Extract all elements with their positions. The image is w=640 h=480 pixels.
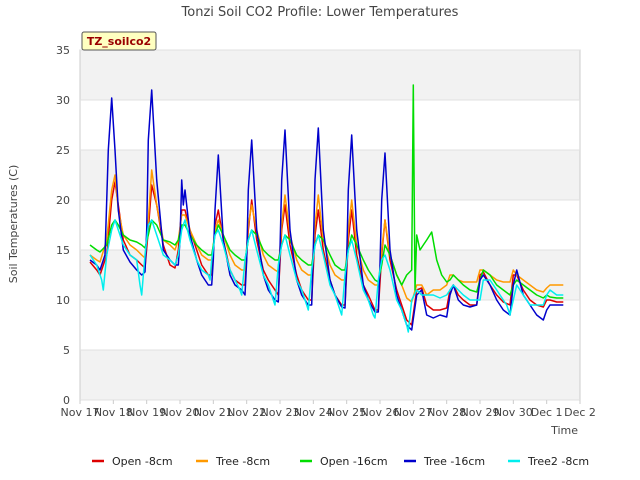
- band: [80, 350, 580, 400]
- x-tick-label: Nov 22: [227, 406, 266, 419]
- badge-box: [81, 31, 157, 51]
- series-line-tree2-8cm: [89, 219, 564, 333]
- series-lines: [89, 84, 564, 333]
- x-tick-label: Nov 28: [427, 406, 466, 419]
- x-tick-label: Nov 26: [361, 406, 400, 419]
- series-line-open-16cm: [89, 84, 564, 299]
- legend-label: Open -16cm: [320, 455, 388, 468]
- y-tick-label: 20: [56, 194, 70, 207]
- x-tick-label: Dec 2: [564, 406, 596, 419]
- y-axis-title: Soil Temperatures (C): [7, 165, 20, 284]
- band: [80, 150, 580, 200]
- x-tick-label: Nov 30: [494, 406, 533, 419]
- band: [80, 300, 580, 350]
- series-line-tree-8cm: [89, 169, 564, 303]
- x-tick-label: Nov 19: [127, 406, 166, 419]
- y-axis-ticks: 0 5 10 15 20 25 30 35: [56, 44, 70, 407]
- band: [80, 50, 580, 100]
- y-tick-label: 15: [56, 244, 70, 257]
- series-badge: TZ_soilco2: [81, 31, 157, 51]
- x-tick-label: Nov 18: [94, 406, 133, 419]
- y-tick-label: 25: [56, 144, 70, 157]
- legend-label: Tree -8cm: [215, 455, 270, 468]
- band: [80, 200, 580, 250]
- x-tick-label: Dec 1: [531, 406, 563, 419]
- x-tick-label: Nov 17: [61, 406, 100, 419]
- y-tick-label: 5: [63, 344, 70, 357]
- legend-label: Tree2 -8cm: [527, 455, 589, 468]
- x-tick-label: Nov 29: [461, 406, 500, 419]
- band: [80, 100, 580, 150]
- y-tick-label: 30: [56, 94, 70, 107]
- chart-title: Tonzi Soil CO2 Profile: Lower Temperatur…: [181, 5, 459, 20]
- badge-label: TZ_soilco2: [87, 35, 151, 48]
- y-tick-label: 10: [56, 294, 70, 307]
- x-tick-label: Nov 21: [194, 406, 233, 419]
- legend-label: Tree -16cm: [423, 455, 485, 468]
- x-tick-label: Nov 24: [294, 406, 333, 419]
- x-axis-title: Time: [550, 424, 578, 437]
- series-line-tree-16cm: [89, 89, 564, 331]
- x-tick-label: Nov 25: [327, 406, 366, 419]
- x-tick-label: Nov 27: [394, 406, 433, 419]
- y-tick-label: 35: [56, 44, 70, 57]
- x-tick-label: Nov 20: [161, 406, 200, 419]
- y-tick-label: 0: [63, 394, 70, 407]
- legend: Open -8cm Tree -8cm Open -16cm Tree -16cm Tr…: [92, 455, 589, 468]
- legend-label: Open -8cm: [112, 455, 173, 468]
- x-tick-label: Nov 23: [261, 406, 300, 419]
- plot-background-bands: [80, 50, 580, 400]
